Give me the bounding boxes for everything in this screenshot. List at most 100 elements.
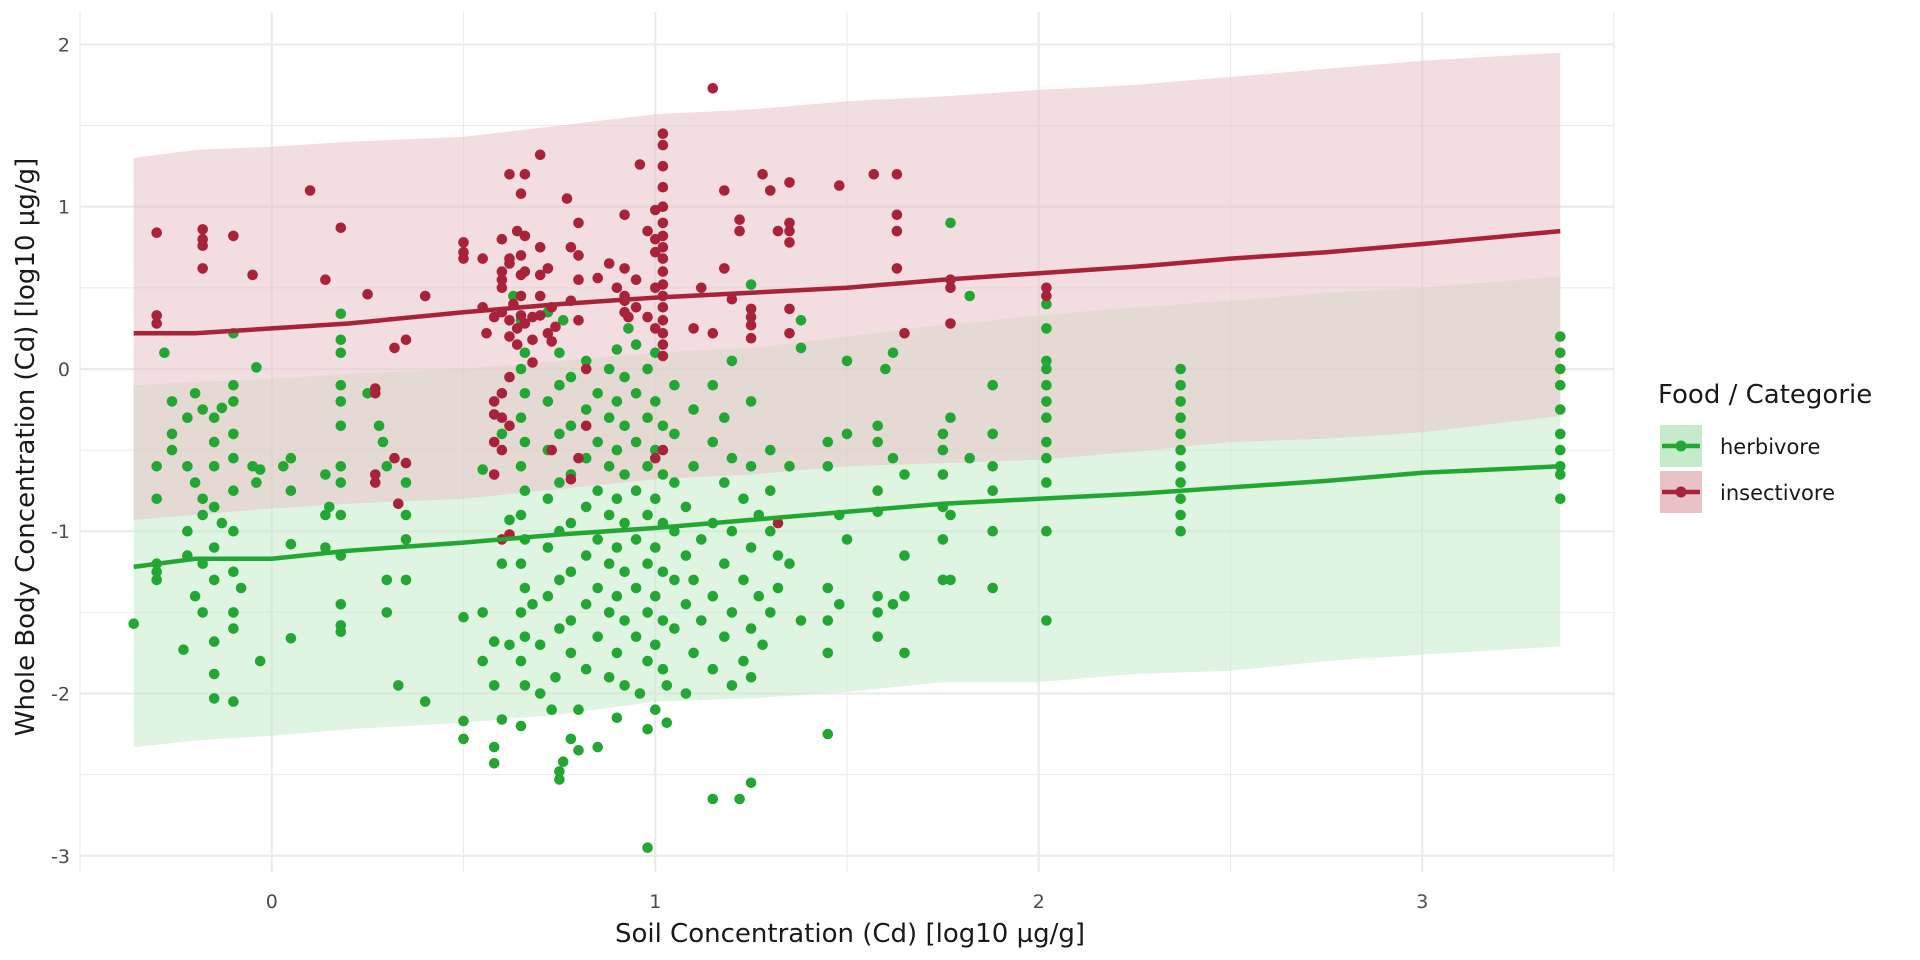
insectivore-point xyxy=(657,181,669,193)
insectivore-point xyxy=(519,230,531,242)
herbivore-point xyxy=(515,558,527,569)
herbivore-point xyxy=(822,647,834,659)
herbivore-point xyxy=(542,590,554,602)
herbivore-point xyxy=(377,436,389,448)
herbivore-point xyxy=(987,461,998,472)
insectivore-point xyxy=(657,444,669,456)
herbivore-point xyxy=(542,493,554,505)
insectivore-point xyxy=(745,311,757,323)
herbivore-point xyxy=(822,582,834,594)
herbivore-point xyxy=(719,631,730,642)
insectivore-point xyxy=(650,246,661,258)
herbivore-point xyxy=(285,633,297,644)
herbivore-point xyxy=(642,412,653,424)
herbivore-point xyxy=(592,436,603,448)
herbivore-point xyxy=(320,469,331,480)
herbivore-point xyxy=(696,534,707,545)
herbivore-point xyxy=(1041,452,1052,464)
herbivore-point xyxy=(603,558,615,569)
insectivore-point xyxy=(477,253,489,264)
herbivore-point xyxy=(197,509,208,521)
herbivore-point xyxy=(189,590,201,602)
herbivore-point xyxy=(642,723,653,735)
herbivore-point xyxy=(619,680,630,691)
insectivore-point xyxy=(734,225,745,237)
herbivore-point xyxy=(619,371,630,383)
insectivore-point xyxy=(197,224,208,235)
herbivore-point xyxy=(580,452,592,464)
insectivore-point xyxy=(335,222,347,234)
herbivore-point xyxy=(650,542,661,553)
insectivore-point xyxy=(657,279,669,290)
herbivore-point xyxy=(1041,379,1052,391)
herbivore-point xyxy=(738,574,749,586)
insectivore-point xyxy=(458,253,469,264)
insectivore-point xyxy=(650,452,661,464)
insectivore-point xyxy=(515,310,527,321)
insectivore-point xyxy=(696,282,707,294)
herbivore-point xyxy=(208,461,220,472)
insectivore-point xyxy=(657,242,669,253)
herbivore-point xyxy=(1041,436,1052,448)
herbivore-point xyxy=(945,574,956,586)
herbivore-point xyxy=(373,420,385,432)
herbivore-point xyxy=(650,396,661,407)
herbivore-point xyxy=(611,493,623,505)
herbivore-point xyxy=(573,745,584,756)
herbivore-point xyxy=(745,672,757,683)
insectivore-point xyxy=(519,266,531,277)
herbivore-point xyxy=(208,436,220,448)
herbivore-point xyxy=(650,704,661,715)
herbivore-point xyxy=(937,444,949,456)
herbivore-point xyxy=(1555,363,1566,375)
insectivore-point xyxy=(496,412,508,424)
insectivore-point xyxy=(657,139,669,151)
herbivore-point xyxy=(765,485,776,497)
herbivore-point xyxy=(527,599,538,610)
herbivore-trend-line xyxy=(133,464,1561,570)
herbivore-point xyxy=(1041,525,1052,537)
herbivore-point xyxy=(657,615,669,626)
herbivore-point xyxy=(872,631,883,642)
herbivore-point xyxy=(611,647,623,659)
insectivore-point xyxy=(784,328,795,339)
herbivore-point xyxy=(937,534,949,545)
herbivore-point xyxy=(335,308,347,320)
herbivore-point xyxy=(488,636,500,647)
herbivore-point xyxy=(987,428,998,440)
herbivore-point xyxy=(707,436,719,448)
insectivore-point xyxy=(197,240,208,251)
herbivore-point xyxy=(151,461,162,472)
insectivore-point xyxy=(400,457,412,469)
insectivore-point xyxy=(657,160,669,172)
herbivore-point xyxy=(630,436,642,448)
insectivore-point xyxy=(657,253,669,264)
herbivore-point xyxy=(488,758,500,769)
herbivore-point xyxy=(1555,347,1566,359)
herbivore-point xyxy=(381,574,393,586)
herbivore-point xyxy=(381,607,393,618)
herbivore-point xyxy=(1041,615,1052,626)
herbivore-point xyxy=(872,420,883,432)
insectivore-point xyxy=(657,217,669,229)
herbivore-point xyxy=(197,607,208,618)
herbivore-point xyxy=(534,688,546,699)
herbivore-point xyxy=(285,538,297,550)
herbivore-point xyxy=(887,347,899,359)
insectivore-point xyxy=(1041,282,1052,294)
herbivore-point xyxy=(534,639,546,651)
insectivore-point xyxy=(550,321,561,333)
herbivore-point xyxy=(738,493,749,505)
herbivore-point xyxy=(320,509,331,521)
herbivore-point xyxy=(650,639,661,651)
herbivore-point xyxy=(642,461,653,472)
herbivore-point xyxy=(657,566,669,578)
herbivore-point xyxy=(642,363,653,375)
herbivore-point xyxy=(1041,355,1052,367)
herbivore-point xyxy=(400,574,412,586)
insectivore-point xyxy=(688,323,699,334)
herbivore-point xyxy=(515,412,527,424)
herbivore-point xyxy=(554,428,565,440)
insectivore-point xyxy=(504,315,515,326)
insectivore-point xyxy=(458,237,469,248)
